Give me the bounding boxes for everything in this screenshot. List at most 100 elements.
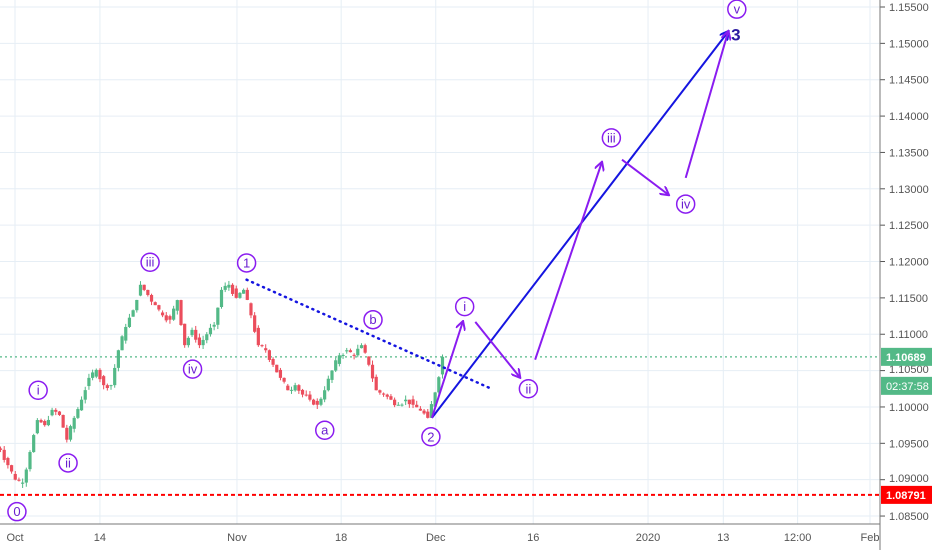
candle-body bbox=[264, 348, 268, 351]
candle-body bbox=[17, 479, 21, 481]
candle-body bbox=[131, 310, 135, 317]
wave-label-circle bbox=[140, 252, 160, 272]
candle-body bbox=[378, 390, 382, 393]
candle-body bbox=[234, 288, 238, 298]
wave-label: v bbox=[734, 2, 741, 17]
candle-body bbox=[278, 369, 283, 378]
current-price-tag-label: 1.10689 bbox=[886, 352, 926, 364]
candle-body bbox=[76, 409, 80, 418]
candle-body bbox=[271, 358, 275, 365]
candle-body bbox=[127, 317, 132, 327]
candle-body bbox=[242, 289, 246, 294]
candle-body bbox=[91, 372, 95, 378]
wave-label-circle bbox=[315, 420, 335, 440]
candle-body bbox=[330, 370, 334, 380]
candle-body bbox=[437, 377, 441, 393]
candle-body bbox=[142, 284, 146, 290]
candle-body bbox=[113, 367, 117, 386]
y-tick-label: 1.09000 bbox=[889, 473, 929, 485]
candle-body bbox=[404, 399, 408, 402]
current-price-tag bbox=[881, 347, 932, 366]
candle-body bbox=[227, 284, 231, 288]
x-tick-label: Nov bbox=[227, 532, 247, 544]
candle-body bbox=[337, 355, 341, 364]
candle-body bbox=[223, 285, 227, 290]
wave-arrow bbox=[621, 158, 668, 195]
candle-body bbox=[352, 354, 356, 356]
wave-arrow bbox=[534, 163, 602, 361]
candle-body bbox=[2, 449, 6, 460]
candle-body bbox=[109, 385, 113, 387]
candle-body bbox=[267, 350, 271, 360]
candle-body bbox=[282, 377, 286, 382]
candle-body bbox=[356, 348, 360, 356]
wave-label-circle bbox=[363, 309, 383, 330]
candle-body bbox=[359, 345, 364, 349]
candle-body bbox=[381, 393, 386, 395]
candle-body bbox=[249, 303, 253, 316]
candle-body bbox=[311, 399, 316, 405]
candle-body bbox=[54, 409, 58, 412]
candle-body bbox=[43, 421, 47, 426]
candle-body bbox=[135, 299, 139, 311]
candle-body bbox=[116, 350, 120, 368]
y-tick-label: 1.15500 bbox=[889, 2, 929, 14]
candle-body bbox=[319, 398, 323, 405]
x-tick-label: 13 bbox=[717, 532, 729, 544]
wave-label-circle bbox=[58, 453, 78, 473]
candle-body bbox=[186, 337, 190, 346]
wave-arrow bbox=[474, 321, 519, 377]
candle-body bbox=[396, 404, 400, 406]
wave-label: 2 bbox=[427, 429, 434, 444]
candle-body bbox=[219, 289, 224, 308]
wave-label: i bbox=[37, 383, 40, 398]
candle-body bbox=[157, 305, 161, 310]
candle-body bbox=[326, 378, 330, 391]
candle-body bbox=[230, 284, 235, 294]
x-tick-label: 12:00 bbox=[784, 532, 812, 544]
candle-body bbox=[367, 356, 371, 365]
candle-body bbox=[50, 409, 54, 416]
support-price-tag-label: 1.08791 bbox=[886, 490, 926, 502]
wave-label: iii bbox=[607, 130, 616, 145]
candle-body bbox=[146, 289, 150, 295]
countdown-label: 02:37:58 bbox=[886, 381, 929, 393]
candle-body bbox=[179, 300, 183, 326]
candle-body bbox=[208, 327, 213, 335]
wave-arrow bbox=[684, 32, 728, 179]
candle-body bbox=[83, 390, 87, 400]
countdown-tag bbox=[881, 376, 932, 395]
candle-body bbox=[102, 376, 106, 386]
y-tick-label: 1.11500 bbox=[889, 293, 928, 305]
y-tick-label: 1.11000 bbox=[889, 329, 928, 341]
x-tick-label: Oct bbox=[6, 532, 23, 544]
candle-body bbox=[87, 377, 91, 387]
candle-body bbox=[172, 308, 176, 320]
candle-body bbox=[304, 394, 308, 396]
wave-label-circle bbox=[421, 427, 441, 447]
candle-body bbox=[345, 350, 349, 352]
candle-body bbox=[275, 364, 279, 373]
candle-body bbox=[190, 329, 194, 336]
candle-body bbox=[21, 482, 25, 484]
candle-body bbox=[393, 399, 397, 406]
candle-body bbox=[61, 414, 65, 428]
candle-body bbox=[389, 396, 393, 400]
candle-body bbox=[24, 469, 28, 483]
x-tick-label: 2020 bbox=[636, 532, 660, 544]
y-tick-label: 1.13500 bbox=[889, 147, 929, 159]
candle-body bbox=[400, 404, 404, 406]
candle-body bbox=[124, 326, 128, 341]
candle-body bbox=[415, 404, 419, 408]
candle-body bbox=[256, 327, 260, 346]
candle-body bbox=[245, 289, 249, 300]
candle-body bbox=[153, 302, 157, 306]
candle-body bbox=[297, 385, 301, 391]
wave-label-circle bbox=[601, 128, 622, 148]
candle-body bbox=[68, 426, 73, 440]
wave-label-circle bbox=[675, 194, 696, 214]
candle-body bbox=[300, 389, 305, 395]
candle-body bbox=[411, 399, 415, 405]
